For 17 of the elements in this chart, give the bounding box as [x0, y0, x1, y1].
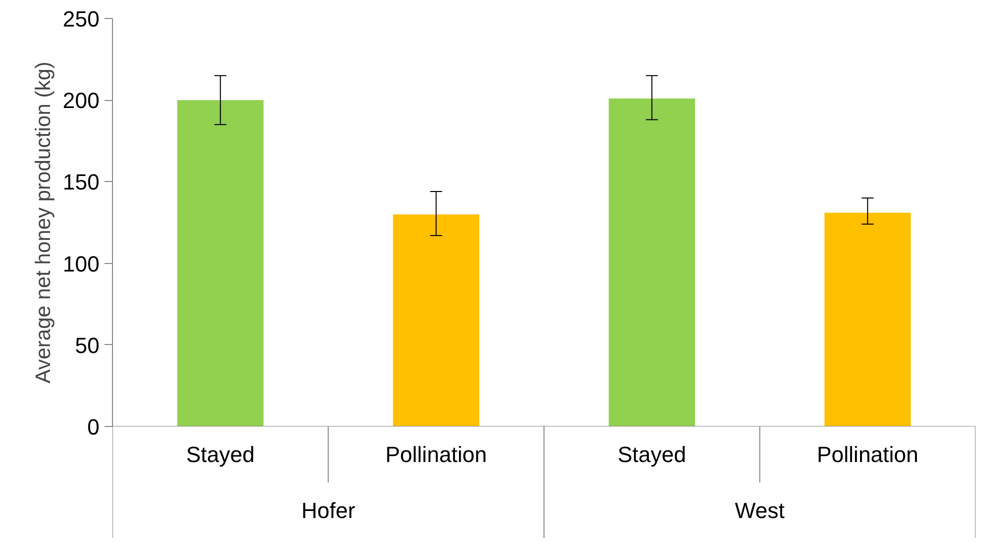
bar: [608, 98, 696, 426]
y-tick-label: 200: [62, 88, 100, 114]
y-tick-label: 150: [62, 170, 100, 195]
bar: [177, 100, 264, 426]
bar: [824, 212, 911, 426]
y-tick-label: 100: [62, 251, 100, 276]
x-tick-label: Pollination: [385, 442, 487, 467]
x-tick-label: Stayed: [186, 442, 255, 467]
text: West: [734, 498, 785, 523]
y-axis-title: Average net honey production (kg): [32, 62, 55, 384]
y-tick-label: 0: [87, 414, 100, 440]
bar: [392, 214, 480, 426]
text: Hofer: [301, 498, 356, 523]
y-tick-label: 250: [62, 6, 100, 32]
x-tick-label: Pollination: [816, 442, 918, 467]
y-tick-label: 50: [75, 332, 100, 358]
x-tick-label: Stayed: [618, 442, 686, 467]
